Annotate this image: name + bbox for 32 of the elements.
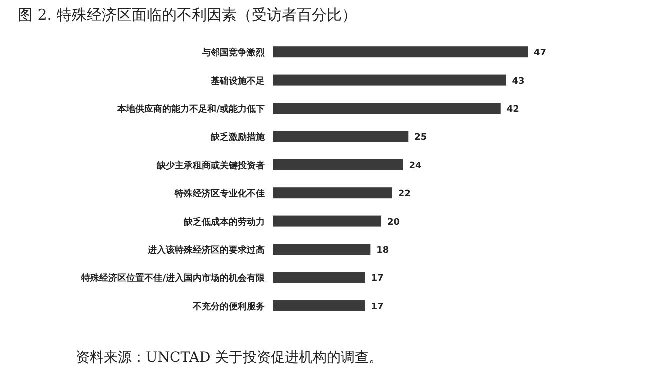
bar — [273, 74, 506, 86]
bar — [273, 244, 371, 255]
data-label: 17 — [371, 302, 384, 312]
chart-title: 图 2. 特殊经济区面临的不利因素（受访者百分比） — [18, 6, 357, 24]
data-label: 43 — [512, 76, 525, 87]
data-label: 25 — [414, 133, 428, 144]
bar — [273, 272, 366, 284]
y-tick-label: 进入该特殊经济区的要求过高 — [147, 245, 265, 256]
bar — [273, 131, 409, 142]
data-label: 24 — [409, 161, 422, 172]
data-label: 17 — [371, 274, 384, 284]
data-label: 20 — [388, 218, 400, 228]
bar — [273, 216, 382, 227]
y-tick-label: 缺乏激励措施 — [210, 132, 266, 144]
bar — [273, 46, 528, 58]
y-tick-label: 特殊经济区位置不佳/进入国内市场的机会有限 — [80, 273, 266, 284]
data-label: 42 — [506, 105, 520, 115]
y-tick-label: 基础设施不足 — [210, 76, 265, 87]
bar — [273, 188, 392, 199]
data-label: 47 — [534, 48, 547, 59]
bar — [273, 159, 404, 170]
bar — [273, 103, 501, 114]
y-tick-label: 特殊经济区专业化不佳 — [174, 188, 265, 200]
bar — [273, 300, 366, 312]
text: 资料来源：UNCTAD 关于投资促进机构的调查。 — [76, 350, 384, 366]
y-tick-label: 不充分的便利服务 — [192, 301, 265, 312]
data-label: 22 — [398, 190, 411, 200]
y-tick-label: 本地供应商的能力不足和/或能力低下 — [116, 104, 265, 115]
y-tick-label: 与邻国竞争激烈 — [201, 48, 265, 59]
y-tick-label: 缺乏低成本的劳动力 — [183, 216, 265, 228]
data-label: 18 — [376, 246, 390, 256]
y-tick-label: 缺少主承租商或关键投资者 — [156, 160, 265, 172]
